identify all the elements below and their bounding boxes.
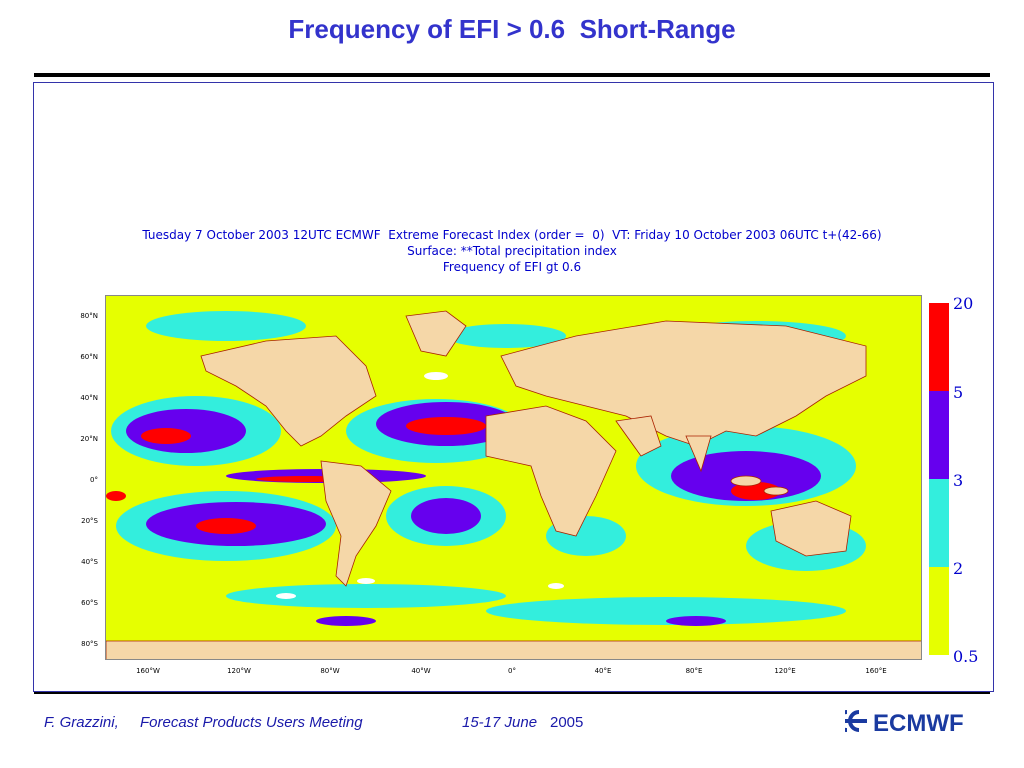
lon-label-40e: 40°E <box>594 667 612 675</box>
land-masses <box>106 310 921 659</box>
world-map <box>105 295 922 660</box>
lon-label-80w: 80°W <box>320 667 340 675</box>
lat-label-40s: 40°S <box>81 558 98 566</box>
plot-title-line-2: Surface: **Total precipitation index <box>407 244 617 258</box>
lat-label-60n: 60°N <box>80 353 98 361</box>
lon-label-160w: 160°W <box>136 667 160 675</box>
lat-label-40n: 40°N <box>80 394 98 402</box>
footer-year: 2005 <box>550 714 584 731</box>
legend-swatch-level-3 <box>929 391 949 479</box>
color-legend <box>929 303 949 655</box>
lon-label-40w: 40°W <box>411 667 431 675</box>
legend-label-5: 5 <box>953 383 964 402</box>
lon-label-160e: 160°E <box>865 667 887 675</box>
footer-dates: 15-17 June <box>462 714 538 731</box>
legend-swatch-level-5 <box>929 303 949 391</box>
efi-frequency-map <box>106 296 921 659</box>
logo-text: ECMWF <box>873 710 964 736</box>
plot-title-line-3: Frequency of EFI gt 0.6 <box>442 260 582 274</box>
legend-label-0-5: 0.5 <box>953 647 979 666</box>
lon-label-120w: 120°W <box>227 667 251 675</box>
lon-label-80e: 80°E <box>685 667 703 675</box>
legend-label-2: 2 <box>953 559 964 578</box>
legend-label-20: 20 <box>953 294 974 313</box>
lat-label-0: 0° <box>90 476 98 484</box>
slide-title: Frequency of EFI > 0.6 Short-Range <box>288 14 736 44</box>
lat-label-80n: 80°N <box>80 312 98 320</box>
plot-title-line-1: Tuesday 7 October 2003 12UTC ECMWF Extre… <box>142 228 882 242</box>
lon-label-0: 0° <box>508 667 516 675</box>
footer-meeting: Forecast Products Users Meeting <box>140 714 363 731</box>
lat-label-80s: 80°S <box>81 640 98 648</box>
lat-label-20n: 20°N <box>80 435 98 443</box>
legend-swatch-level-2 <box>929 479 949 567</box>
ecmwf-logo: ECMWF <box>845 710 964 736</box>
lat-label-20s: 20°S <box>81 517 98 525</box>
title-divider <box>34 73 990 77</box>
bottom-divider <box>34 692 990 694</box>
level-5-zones <box>106 417 781 534</box>
legend-label-3: 3 <box>953 471 964 490</box>
lon-label-120e: 120°E <box>774 667 796 675</box>
lat-label-60s: 60°S <box>81 599 98 607</box>
legend-swatch-level-0-5 <box>929 567 949 655</box>
no-data-patches <box>276 372 564 599</box>
footer-author: F. Grazzini, <box>44 714 119 731</box>
